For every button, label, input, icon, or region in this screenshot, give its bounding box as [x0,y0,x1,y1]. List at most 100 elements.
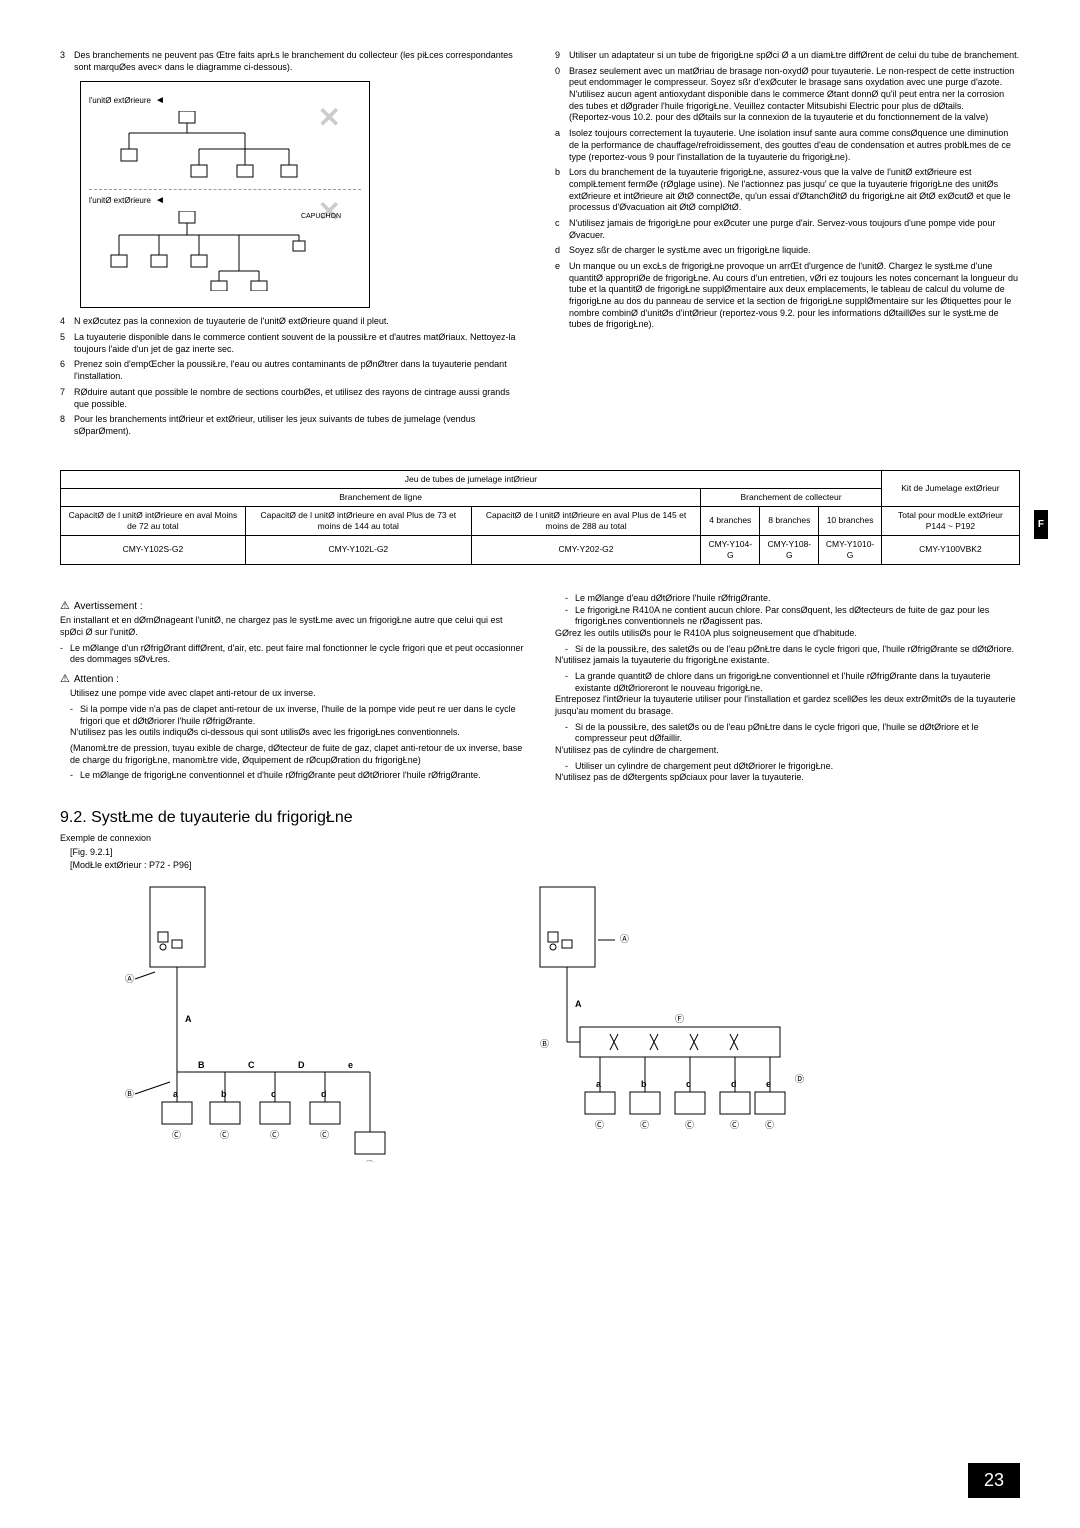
item-a: aIsolez toujours correctement la tuyaute… [555,128,1020,163]
diagram-svg-1 [89,111,349,181]
item-0: 0Brasez seulement avec un matØriau de br… [555,66,1020,124]
svg-text:Ⓒ: Ⓒ [220,1130,229,1140]
r-p1: GØrez les outils utilisØs pour le R410A … [555,628,1020,640]
item-b: bLors du branchement de la tuyauterie fr… [555,167,1020,214]
r-b2: Le frigorigŁne R410A ne contient aucun c… [575,605,1020,628]
r-b3: Si de la poussiŁre, des saletØs ou de l'… [575,644,1014,656]
item-c: cN'utilisez jamais de frigorigŁne pour e… [555,218,1020,241]
diagram-svg-2 [89,211,349,291]
table-collecteur: Branchement de collecteur [701,488,882,506]
r-p5: N'utilisez pas de dØtergents spØciaux po… [555,772,1020,784]
sub2: [Fig. 9.2.1] [70,847,1020,859]
table-cell: CMY-Y102L-G2 [245,535,471,564]
table-cell: CMY-Y100VBK2 [881,535,1019,564]
svg-text:Ⓒ: Ⓒ [730,1120,739,1130]
item-8: 8Pour les branchements intØrieur et extØ… [60,414,525,437]
item-5: 5La tuyauterie disponible dans le commer… [60,332,525,355]
attn-b2: Le mØlange de frigorigŁne conventionnel … [80,770,481,782]
r-p3: Entreposez l'intØrieur la tuyauterie uti… [555,694,1020,717]
item-9: 9Utiliser un adaptateur si un tube de fr… [555,50,1020,62]
item-6: 6Prenez soin d'empŒcher la poussiŁre, l'… [60,359,525,382]
table-cell: Total pour modŁle extØrieur P144 ~ P192 [881,506,1019,535]
warning-columns: Avertissement : En installant et en dØmØ… [60,593,1020,788]
svg-text:Ⓒ: Ⓒ [595,1120,604,1130]
attn-p3: (ManomŁtre de pression, tuyau exible de … [70,743,525,766]
top-columns: 3 Des branchements ne peuvent pas Œtre f… [60,50,1020,442]
sub3: [ModŁle extØrieur : P72 - P96] [70,860,1020,872]
table-cell: 10 branches [819,506,881,535]
table-cell: CMY-Y202-G2 [471,535,700,564]
r-b4: La grande quantitØ de chlore dans un fri… [575,671,1020,694]
table-cell: CMY-Y108-G [760,535,819,564]
svg-text:a: a [596,1079,602,1089]
table-cell: CMY-Y104-G [701,535,760,564]
svg-text:Ⓑ: Ⓑ [125,1089,134,1099]
sub1: Exemple de connexion [60,833,1020,845]
pipe-diagram-left: Ⓐ A B C D e Ⓑ a b c d Ⓒ Ⓒ Ⓒ Ⓒ Ⓒ [100,882,410,1162]
svg-text:d: d [731,1079,737,1089]
svg-text:Ⓒ: Ⓒ [640,1120,649,1130]
table-cell: CapacitØ de l unitØ intØrieure en aval P… [245,506,471,535]
svg-text:Ⓒ: Ⓒ [172,1130,181,1140]
svg-text:A: A [575,999,582,1009]
svg-text:Ⓐ: Ⓐ [125,974,134,984]
svg-text:b: b [221,1089,227,1099]
svg-text:Ⓒ: Ⓒ [685,1120,694,1130]
svg-text:a: a [173,1089,179,1099]
svg-text:c: c [686,1079,691,1089]
svg-text:A: A [185,1014,192,1024]
svg-text:c: c [271,1089,276,1099]
item-3: 3 Des branchements ne peuvent pas Œtre f… [60,50,525,73]
capuchon-label: CAPUCHON [301,212,341,221]
svg-text:d: d [321,1089,327,1099]
svg-text:Ⓒ: Ⓒ [365,1160,374,1162]
r-b6: Utiliser un cylindre de chargement peut … [575,761,833,773]
r-p4: N'utilisez pas de cylindre de chargement… [555,745,1020,757]
diag-label-2: l'unitØ extØrieure [89,196,151,206]
svg-text:Ⓐ: Ⓐ [620,934,629,944]
avert-bullet: Le mØlange d'un rØfrigØrant diffØrent, d… [70,643,525,666]
table-ligne: Branchement de ligne [61,488,701,506]
svg-text:C: C [248,1060,255,1070]
item-e: eUn manque ou un excŁs de frigorigŁne pr… [555,261,1020,331]
svg-text:D: D [298,1060,305,1070]
warn-left: Avertissement : En installant et en dØmØ… [60,593,525,788]
svg-text:e: e [348,1060,353,1070]
diag-label-1: l'unitØ extØrieure [89,96,151,106]
table-kit: Kit de Jumelage extØrieur [881,470,1019,506]
table-header: Jeu de tubes de jumelage intØrieur [61,470,882,488]
r-p2: N'utilisez jamais la tuyauterie du frigo… [555,655,1020,667]
table-cell: CMY-Y1010-G [819,535,881,564]
attn-p2: N'utilisez pas les outils indiquØs ci-de… [70,727,525,739]
pipe-diagrams: Ⓐ A B C D e Ⓑ a b c d Ⓒ Ⓒ Ⓒ Ⓒ Ⓒ Ⓐ [100,882,1020,1162]
svg-text:B: B [198,1060,205,1070]
r-b1: Le mØlange d'eau dØtØriore l'huile rØfri… [575,593,771,605]
warn-right: -Le mØlange d'eau dØtØriore l'huile rØfr… [555,593,1020,788]
r-b5: Si de la poussiŁre, des saletØs ou de l'… [575,722,1020,745]
branch-diagram: l'unitØ extØrieure◄ ✕ [80,81,370,308]
table-cell: CMY-Y102S-G2 [61,535,246,564]
svg-text:Ⓒ: Ⓒ [270,1130,279,1140]
section-heading: 9.2. SystŁme de tuyauterie du frigorigŁn… [60,808,1020,829]
table-cell: CapacitØ de l unitØ intØrieure en aval P… [471,506,700,535]
svg-text:Ⓒ: Ⓒ [320,1130,329,1140]
side-tab: F [1034,510,1048,539]
svg-text:Ⓓ: Ⓓ [795,1074,804,1084]
svg-text:Ⓕ: Ⓕ [675,1014,684,1024]
attn-b1: Si la pompe vide n'a pas de clapet anti-… [80,704,525,727]
avert-text: En installant et en dØmØnageant l'unitØ,… [60,615,525,638]
table-cell: 4 branches [701,506,760,535]
table-cell: CapacitØ de l unitØ intØrieure en aval M… [61,506,246,535]
page-number: 23 [968,1463,1020,1498]
pipe-diagram-right: Ⓐ A Ⓕ Ⓑ a b c d e Ⓓ Ⓒ Ⓒ Ⓒ Ⓒ Ⓒ [510,882,850,1162]
svg-text:Ⓒ: Ⓒ [765,1120,774,1130]
attn-p1: Utilisez une pompe vide avec clapet anti… [70,688,525,700]
x-icon: ✕ [318,100,341,136]
item-4: 4N exØcutez pas la connexion de tuyauter… [60,316,525,328]
attention-title: Attention : [60,672,525,686]
jumelage-table: Jeu de tubes de jumelage intØrieur Kit d… [60,470,1020,565]
svg-text:Ⓑ: Ⓑ [540,1039,549,1049]
right-column: 9Utiliser un adaptateur si un tube de fr… [555,50,1020,442]
item-d: dSoyez sßr de charger le systŁme avec un… [555,245,1020,257]
left-column: 3 Des branchements ne peuvent pas Œtre f… [60,50,525,442]
